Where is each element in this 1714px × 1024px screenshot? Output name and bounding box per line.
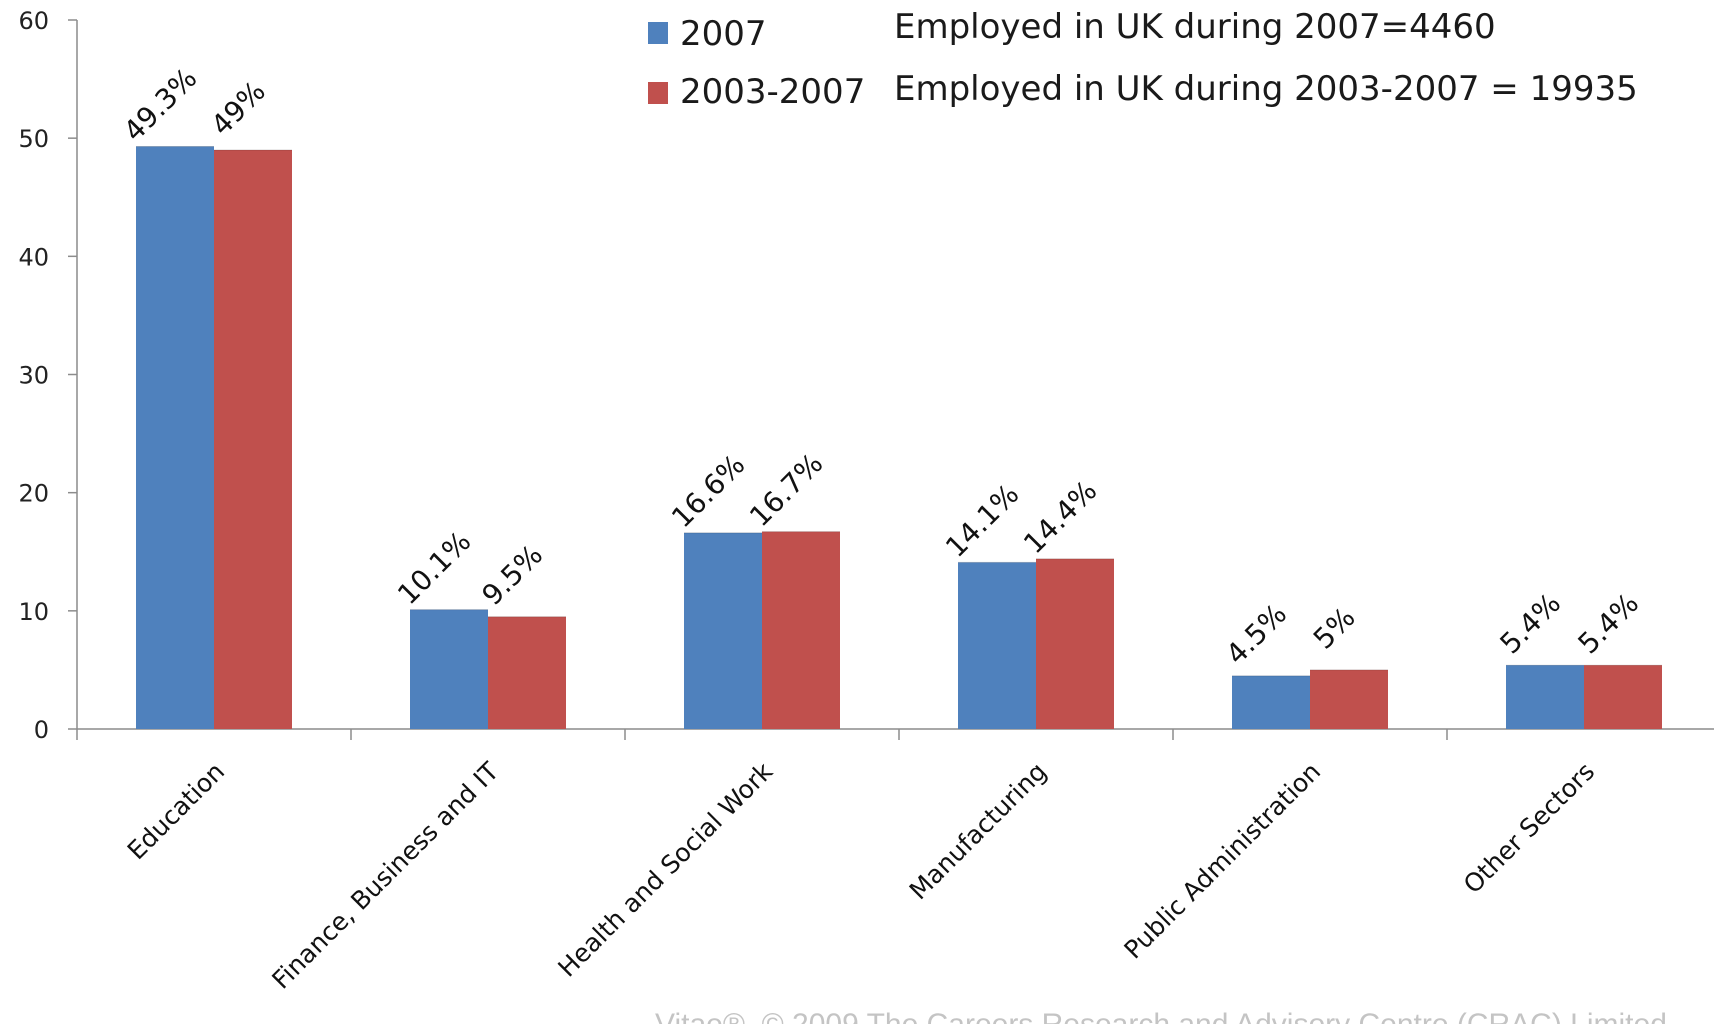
data-label: 14.1% [939,478,1025,564]
y-tick-label: 50 [18,125,49,153]
bar-2007 [684,532,762,729]
y-tick-label: 20 [18,480,49,508]
y-tick-label: 40 [18,243,49,271]
category-label: Finance, Business and IT [266,756,504,994]
copyright-footer: Vitae®, © 2009 The Careers Research and … [655,1008,1667,1024]
data-label: 49% [205,75,272,142]
data-label: 10.1% [391,525,477,611]
bar-2007 [136,146,214,729]
legend-label-2003-2007: 2003-2007 [680,72,865,112]
data-label: 16.6% [665,448,751,534]
y-tick-label: 0 [34,716,49,744]
category-label: Health and Social Work [552,756,778,982]
bar-2007 [410,609,488,729]
bar-2003-2007 [1310,669,1388,729]
data-label: 16.7% [743,447,829,533]
y-tick-label: 60 [18,7,49,35]
bar-2003-2007 [214,149,292,729]
data-label: 5% [1307,601,1362,656]
category-label: Other Sectors [1458,757,1600,899]
category-label: Public Administration [1118,757,1326,965]
bar-2003-2007 [762,531,840,729]
bar-2003-2007 [1584,665,1662,729]
legend-swatch-2007 [648,22,668,44]
legend-swatch-2003-2007 [648,82,668,104]
data-label: 5.4% [1493,587,1567,661]
annotation-employed-2003-2007: Employed in UK during 2003-2007 = 19935 [894,69,1638,109]
category-label: Education [122,757,231,866]
data-label: 9.5% [475,538,549,612]
category-labels: Education Finance, Business and IT Health … [122,756,1601,994]
bar-2007 [958,562,1036,729]
legend: 2007 2003-2007 [648,14,865,112]
data-label: 4.5% [1219,597,1293,671]
bar-2007 [1232,675,1310,729]
bars [136,145,1662,729]
bar-2003-2007 [488,616,566,729]
data-label: 14.4% [1017,474,1103,560]
y-tick-label: 30 [18,362,49,390]
y-tick-label: 10 [18,598,49,626]
legend-label-2007: 2007 [680,14,767,54]
bar-2003-2007 [1036,558,1114,729]
axes: 0 10 20 30 40 50 60 [18,7,1714,744]
data-label: 49.3% [117,62,203,148]
category-label: Manufacturing [904,757,1053,906]
data-labels: 49.3% 49% 10.1%9.5% 16.6%16.7% 14.1%14.4% 4.5… [117,62,1645,671]
annotations: Employed in UK during 2007=4460 Employed… [894,7,1638,109]
bar-2007 [1506,665,1584,729]
annotation-employed-2007: Employed in UK during 2007=4460 [894,7,1496,47]
data-label: 5.4% [1571,587,1645,661]
